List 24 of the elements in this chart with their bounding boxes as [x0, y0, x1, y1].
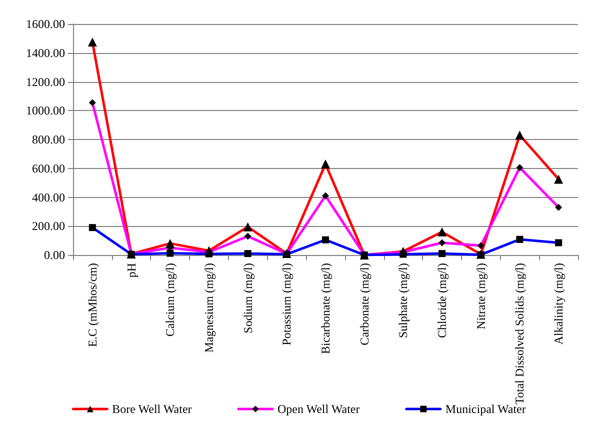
y-tick-label: 0.00: [44, 248, 65, 262]
y-tick-label: 200.00: [32, 219, 65, 234]
x-tick-label: Alkalinity (mg/l): [552, 262, 566, 345]
x-tick-label: Chloride (mg/l): [435, 263, 450, 338]
x-tick-label: E.C (mMhos/cm): [85, 263, 100, 347]
legend-label: Bore Well Water: [112, 402, 192, 416]
y-tick-label: 1600.00: [26, 17, 65, 31]
y-tick-label: 1000.00: [26, 104, 65, 118]
y-tick-label: 800.00: [32, 132, 65, 146]
x-tick-label: Sodium (mg/l): [240, 263, 255, 334]
x-tick-label: pH: [124, 262, 138, 278]
x-tick-label: Total Dissolved Solids (mg/l): [512, 263, 527, 404]
x-tick-label: Nitrate (mg/l): [474, 263, 488, 330]
x-tick-label: Potassium (mg/l): [280, 263, 294, 346]
legend-label: Open Well Water: [277, 402, 360, 416]
y-tick-label: 1400.00: [26, 46, 65, 60]
x-tick-label: Bicarbonate (mg/l): [318, 263, 332, 354]
x-tick-label: Sulphate (mg/l): [396, 263, 410, 338]
x-tick-label: Calcium (mg/l): [163, 263, 178, 337]
x-tick-label: Magnesium (mg/l): [202, 263, 216, 353]
y-tick-label: 400.00: [32, 190, 65, 204]
y-tick-label: 600.00: [32, 161, 65, 176]
y-tick-label: 1200.00: [26, 74, 65, 89]
x-tick-label: Carbonate (mg/l): [357, 263, 372, 346]
